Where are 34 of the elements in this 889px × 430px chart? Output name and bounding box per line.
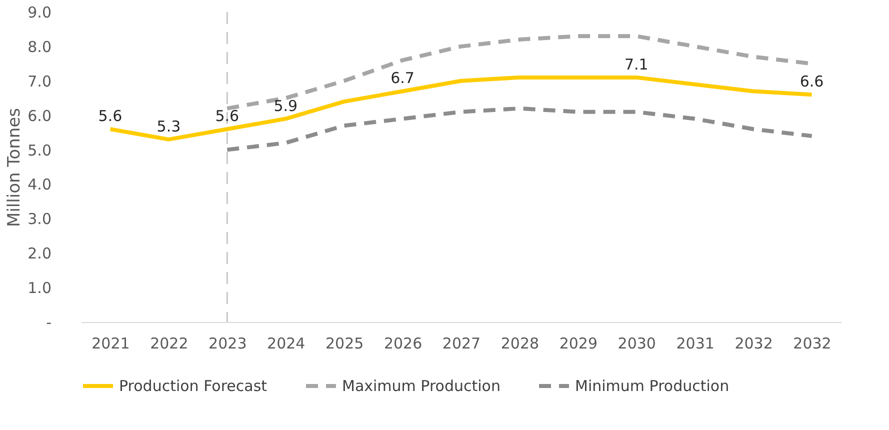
- data-label: 7.1: [624, 55, 648, 74]
- y-tick-label: 7.0: [28, 72, 52, 90]
- data-label: 6.7: [390, 69, 414, 88]
- y-tick-label: 9.0: [28, 4, 52, 22]
- y-tick-label: 8.0: [28, 38, 52, 56]
- y-tick-label: 6.0: [28, 106, 52, 125]
- data-label: 5.3: [156, 117, 181, 136]
- x-tick-label: 2021: [92, 334, 130, 352]
- legend-label: Maximum Production: [342, 377, 500, 395]
- data-label: 5.6: [98, 107, 122, 126]
- y-tick-label: 3.0: [28, 210, 52, 228]
- x-tick-label: 2027: [442, 334, 481, 352]
- y-tick-label: 4.0: [28, 176, 52, 194]
- x-tick-label: 2032: [734, 334, 773, 352]
- y-tick-label: 1.0: [28, 279, 52, 298]
- data-label: 5.6: [215, 107, 240, 126]
- y-tick-label: 5.0: [28, 141, 52, 160]
- x-tick-label: 2030: [618, 334, 656, 352]
- x-tick-label: 2025: [325, 334, 364, 352]
- y-tick-label: -: [46, 314, 52, 332]
- y-tick-label: 2.0: [28, 244, 52, 263]
- x-tick-label: 2024: [267, 334, 306, 352]
- x-tick-label: 2032: [793, 334, 832, 352]
- x-tick-label: 2026: [384, 334, 422, 352]
- x-tick-label: 2022: [150, 334, 188, 352]
- x-tick-label: 2023: [208, 334, 247, 352]
- legend-label: Minimum Production: [575, 377, 730, 395]
- y-axis-title: Million Tonnes: [4, 108, 25, 227]
- data-label: 5.9: [274, 96, 298, 115]
- x-tick-label: 2029: [559, 334, 598, 352]
- legend-label: Production Forecast: [119, 377, 268, 395]
- data-label: 6.6: [800, 72, 824, 91]
- x-tick-label: 2028: [500, 334, 540, 352]
- x-tick-label: 2031: [676, 334, 714, 352]
